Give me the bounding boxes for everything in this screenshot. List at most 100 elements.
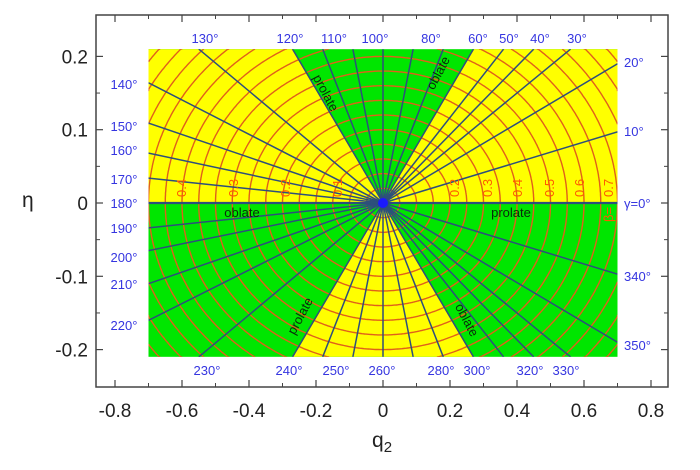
gamma-label: 50° bbox=[499, 31, 519, 46]
gamma-label: γ=0° bbox=[624, 196, 651, 211]
gamma-line bbox=[148, 202, 384, 321]
beta-line bbox=[605, 343, 618, 357]
gamma-labels-bottom: 230° 240° 250° 260° 280° 300° 320° 330° bbox=[194, 363, 580, 378]
gamma-line bbox=[198, 202, 384, 357]
beta-line bbox=[148, 314, 183, 357]
gamma-lines bbox=[148, 49, 618, 357]
y-axis-title: η bbox=[22, 189, 34, 212]
gamma-line bbox=[382, 49, 414, 204]
x-tick-label: -0.4 bbox=[233, 401, 266, 422]
gamma-labels-left: 140° 150° 160° 170° 180° 190° 200° 210° … bbox=[111, 77, 138, 333]
gamma-label: 20° bbox=[624, 55, 644, 70]
gamma-line bbox=[148, 177, 384, 204]
beta-label: 0.6 bbox=[572, 179, 587, 197]
beta-line bbox=[478, 49, 585, 203]
prolate-label: prolate bbox=[491, 205, 531, 220]
beta-line bbox=[536, 203, 618, 357]
gamma-line bbox=[382, 202, 572, 357]
gamma-label: 40° bbox=[530, 31, 550, 46]
gamma-line bbox=[148, 202, 384, 252]
beta-label: 0.2 bbox=[278, 179, 293, 197]
gamma-label: 250° bbox=[323, 363, 350, 378]
beta-label: 0.1 bbox=[330, 179, 345, 197]
gamma-label: 150° bbox=[111, 119, 138, 134]
beta-label: 0.7 bbox=[601, 179, 616, 197]
y-tick-label: 0.2 bbox=[62, 47, 88, 68]
x-tick-label: -0.6 bbox=[166, 401, 199, 422]
axis-ticks: -0.8 -0.6 -0.4 -0.2 0 0.2 0.4 0.6 0.8 0.2 0.1 0 -0.1… bbox=[55, 15, 668, 422]
gamma-line bbox=[382, 202, 618, 343]
axes-frame bbox=[95, 14, 669, 388]
gamma-label: 350° bbox=[624, 338, 651, 353]
beta-line bbox=[583, 49, 618, 92]
gamma-line bbox=[148, 202, 384, 285]
gamma-line bbox=[382, 49, 505, 204]
gamma-label: 200° bbox=[111, 250, 138, 265]
gamma-line bbox=[291, 49, 384, 204]
gamma-labels-right: 20° 10° γ=0° 340° 350° bbox=[624, 55, 651, 353]
x-axis-title: q2 bbox=[372, 429, 392, 456]
beta-line bbox=[561, 281, 618, 357]
beta-label: 0.5 bbox=[542, 179, 557, 197]
gamma-label: 220° bbox=[111, 318, 138, 333]
beta-line bbox=[605, 49, 618, 63]
beta-label: 0.4 bbox=[174, 179, 189, 197]
gamma-label: 190° bbox=[111, 221, 138, 236]
gamma-label: 260° bbox=[369, 363, 396, 378]
gamma-label: 110° bbox=[321, 31, 347, 46]
y-tick-label: -0.2 bbox=[55, 341, 88, 362]
gamma-label: 230° bbox=[194, 363, 221, 378]
gamma-label: 320° bbox=[517, 363, 544, 378]
gamma-line bbox=[148, 152, 384, 204]
x-tick-label: -0.2 bbox=[300, 401, 333, 422]
gamma-line bbox=[382, 63, 618, 204]
x-tick-label: -0.8 bbox=[99, 401, 132, 422]
beta-line bbox=[436, 49, 568, 204]
gamma-label: 140° bbox=[111, 77, 138, 92]
beta-labels: 0.4 0.3 0.2 0.1 0.2 0.3 0.4 0.5 0.6 0.7 … bbox=[174, 179, 616, 222]
gamma-line bbox=[148, 122, 384, 204]
gamma-labels-top: 130° 120° 110° 100° 80° 60° 50° 40° 30° bbox=[192, 31, 587, 46]
gamma-line bbox=[148, 202, 384, 229]
gamma-line bbox=[382, 49, 535, 204]
gamma-label: 10° bbox=[624, 124, 644, 139]
gamma-line bbox=[198, 49, 384, 204]
y-tick-label: -0.1 bbox=[55, 267, 88, 288]
gamma-label: 100° bbox=[362, 31, 389, 46]
beta-line bbox=[436, 202, 568, 357]
origin-point bbox=[378, 198, 388, 208]
gamma-line bbox=[291, 202, 384, 357]
gamma-line bbox=[382, 49, 444, 204]
gamma-label: 280° bbox=[428, 363, 455, 378]
plot-region bbox=[148, 49, 618, 357]
beta-line bbox=[510, 49, 602, 204]
gamma-line bbox=[322, 202, 384, 357]
beta-line bbox=[148, 49, 205, 125]
gamma-label: 210° bbox=[111, 277, 138, 292]
gamma-line bbox=[382, 49, 475, 204]
gamma-line bbox=[382, 202, 444, 357]
gamma-line bbox=[382, 49, 572, 204]
gamma-label: 80° bbox=[421, 31, 441, 46]
gamma-label: 240° bbox=[276, 363, 303, 378]
gamma-label: 30° bbox=[567, 31, 587, 46]
y-tick-label: 0.1 bbox=[62, 121, 88, 142]
oblate-label: oblate bbox=[224, 205, 259, 220]
beta-label: 0.2 bbox=[447, 179, 462, 197]
beta-line bbox=[478, 203, 585, 357]
beta-line bbox=[561, 49, 618, 125]
beta-label: 0.3 bbox=[480, 179, 495, 197]
x-tick-label: 0.2 bbox=[437, 401, 463, 422]
gamma-label: 300° bbox=[464, 363, 491, 378]
gamma-label: 170° bbox=[111, 172, 138, 187]
gamma-label: 160° bbox=[111, 143, 138, 158]
yellow-sector bbox=[148, 49, 383, 203]
gamma-label: 60° bbox=[468, 31, 488, 46]
x-tick-label: 0.8 bbox=[638, 401, 664, 422]
gamma-label: 180° bbox=[111, 196, 138, 211]
gamma-line bbox=[382, 202, 414, 357]
gamma-line bbox=[382, 202, 505, 357]
beta-line bbox=[148, 281, 205, 357]
beta-line bbox=[583, 314, 618, 357]
